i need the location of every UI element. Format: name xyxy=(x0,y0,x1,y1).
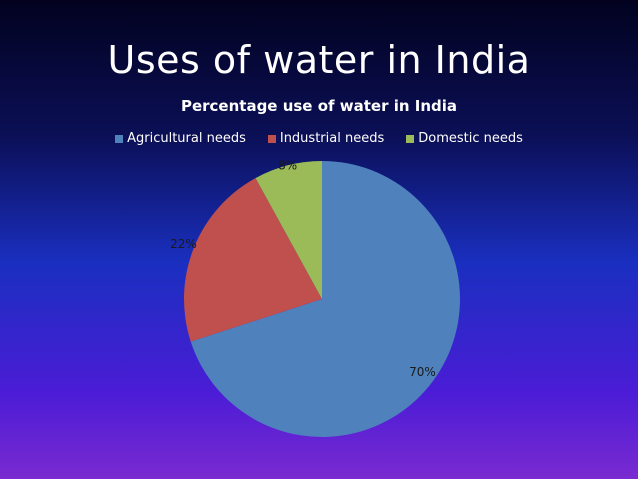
legend-label-agricultural: Agricultural needs xyxy=(127,131,246,146)
legend-item-agricultural: Agricultural needs xyxy=(115,131,246,146)
data-label-industrial: 22% xyxy=(170,237,197,251)
legend-item-domestic: Domestic needs xyxy=(406,131,523,146)
pie-slice-domestic xyxy=(255,161,322,299)
legend-swatch-agricultural xyxy=(115,134,124,143)
legend-item-industrial: Industrial needs xyxy=(267,131,385,146)
pie-slice-agricultural xyxy=(190,161,460,438)
chart-title: Percentage use of water in India xyxy=(180,97,458,115)
chart-legend: Agricultural needs Industrial needs Dome… xyxy=(0,131,638,146)
data-label-domestic: 8% xyxy=(278,158,297,172)
legend-label-industrial: Industrial needs xyxy=(279,131,385,146)
legend-swatch-industrial xyxy=(267,134,276,143)
data-label-agricultural: 70% xyxy=(409,365,436,379)
slide-title: Uses of water in India xyxy=(107,38,531,82)
pie-slice-industrial xyxy=(183,178,322,342)
legend-label-domestic: Domestic needs xyxy=(418,131,523,146)
legend-swatch-domestic xyxy=(406,134,415,143)
